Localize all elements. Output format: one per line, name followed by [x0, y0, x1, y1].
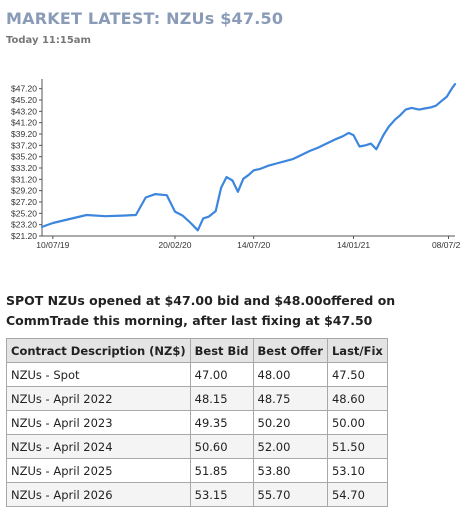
- y-tick-label: $45.20: [11, 95, 37, 105]
- y-tick-label: $21.20: [11, 231, 37, 241]
- y-tick-label: $37.20: [11, 140, 37, 150]
- cell-best-bid: 48.15: [189, 386, 254, 411]
- cell-best-bid: 53.15: [189, 482, 254, 507]
- y-tick-label: $47.20: [11, 84, 37, 94]
- y-tick-label: $27.20: [11, 197, 37, 207]
- x-tick-label: 14/01/21: [337, 240, 370, 250]
- column-header-best-bid: Best Bid: [189, 338, 254, 363]
- cell-contract: NZUs - April 2026: [6, 482, 191, 507]
- y-tick-label: $43.20: [11, 106, 37, 116]
- table-row: NZUs - April 2024 50.60 52.00 51.50: [6, 434, 388, 459]
- cell-last-fix: 54.70: [326, 482, 388, 507]
- spot-summary: SPOT NZUs opened at $47.00 bid and $48.0…: [6, 293, 396, 328]
- cell-best-bid: 47.00: [189, 362, 254, 387]
- table-row: NZUs - Spot 47.00 48.00 47.50: [6, 362, 388, 387]
- table-row: NZUs - April 2022 48.15 48.75 48.60: [6, 386, 388, 411]
- cell-last-fix: 47.50: [326, 362, 388, 387]
- cell-last-fix: 53.10: [326, 458, 388, 483]
- price-series-line: [40, 83, 457, 232]
- cell-best-bid: 51.85: [189, 458, 254, 483]
- table-row: NZUs - April 2026 53.15 55.70 54.70: [6, 482, 388, 507]
- page-title: MARKET LATEST: NZUs $47.50: [6, 9, 284, 28]
- price-table: Contract Description (NZ$) Best Bid Best…: [6, 338, 388, 507]
- cell-best-bid: 50.60: [189, 434, 254, 459]
- cell-best-offer: 55.70: [252, 482, 328, 507]
- price-chart-svg: $21.20$23.20 $25.20$27.20$29.20 $31.20$33.…: [11, 79, 461, 250]
- y-tick-label: $25.20: [11, 208, 37, 218]
- column-header-contract: Contract Description (NZ$): [6, 338, 191, 363]
- table-header-row: Contract Description (NZ$) Best Bid Best…: [6, 338, 388, 363]
- cell-contract: NZUs - April 2025: [6, 458, 191, 483]
- cell-contract: NZUs - April 2024: [6, 434, 191, 459]
- cell-best-offer: 48.75: [252, 386, 328, 411]
- column-header-best-offer: Best Offer: [252, 338, 328, 363]
- cell-last-fix: 51.50: [326, 434, 388, 459]
- y-tick-label: $23.20: [11, 220, 37, 230]
- y-tick-label: $29.20: [11, 186, 37, 196]
- cell-best-offer: 52.00: [252, 434, 328, 459]
- cell-contract: NZUs - Spot: [6, 362, 191, 387]
- y-tick-label: $39.20: [11, 129, 37, 139]
- y-tick-label: $35.20: [11, 152, 37, 162]
- x-tick-label: 14/07/20: [237, 240, 270, 250]
- y-tick-label: $31.20: [11, 174, 37, 184]
- cell-best-offer: 53.80: [252, 458, 328, 483]
- x-tick-label: 08/07/21: [432, 240, 461, 250]
- cell-contract: NZUs - April 2023: [6, 410, 191, 435]
- table-row: NZUs - April 2025 51.85 53.80 53.10: [6, 458, 388, 483]
- y-tick-label: $41.20: [11, 118, 37, 128]
- y-tick-label: $33.20: [11, 163, 37, 173]
- cell-contract: NZUs - April 2022: [6, 386, 191, 411]
- x-tick-label: 20/02/20: [158, 240, 191, 250]
- price-chart: $21.20 $23.20 $25.20 $27.20 $29.20 $31.20 $33.…: [6, 70, 461, 260]
- cell-best-offer: 48.00: [252, 362, 328, 387]
- update-timestamp: Today 11:15am: [6, 35, 91, 46]
- cell-best-offer: 50.20: [252, 410, 328, 435]
- cell-last-fix: 50.00: [326, 410, 388, 435]
- cell-best-bid: 49.35: [189, 410, 254, 435]
- cell-last-fix: 48.60: [326, 386, 388, 411]
- table-row: NZUs - April 2023 49.35 50.20 50.00: [6, 410, 388, 435]
- column-header-last-fix: Last/Fix: [326, 338, 388, 363]
- x-tick-label: 10/07/19: [36, 240, 69, 250]
